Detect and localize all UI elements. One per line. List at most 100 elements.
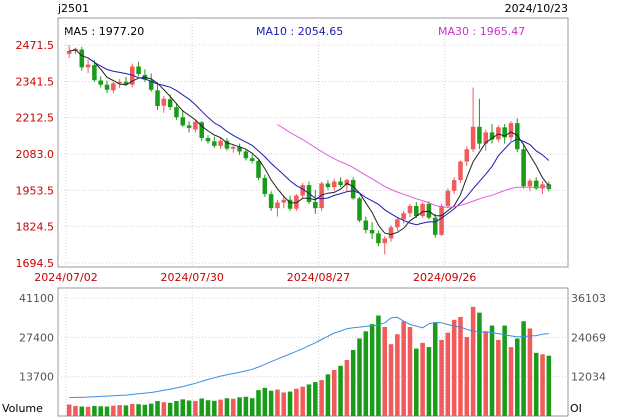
price-axis: 2471.5 2341.5 2212.5 2083.0 1953.5 1824.5 1694…	[16, 39, 55, 270]
candle-body	[407, 205, 413, 214]
volume-bar	[540, 354, 545, 416]
candle-body	[262, 177, 268, 195]
candle-body	[111, 83, 116, 91]
candle-body	[161, 98, 167, 106]
volume-bar	[445, 332, 451, 416]
volume-bar	[420, 342, 425, 416]
candle-body	[451, 180, 457, 191]
candle-body	[458, 161, 463, 181]
volume-bar	[426, 347, 432, 416]
volume-bar	[142, 404, 148, 416]
date-axis: 2024/07/02 2024/07/30 2024/08/27 2024/09/26	[34, 271, 476, 284]
candle-body	[477, 126, 482, 144]
volume-grid	[58, 288, 568, 416]
volume-bar	[237, 397, 242, 416]
candle-body	[401, 213, 406, 220]
volume-bar	[249, 398, 255, 416]
candle-body	[515, 123, 520, 150]
volume-bar	[527, 328, 533, 416]
volume-bar	[350, 349, 356, 416]
candle-body	[174, 107, 179, 118]
candle-body	[502, 127, 507, 138]
candle-body	[546, 184, 552, 190]
volume-bar	[85, 406, 91, 416]
price-tick-label: 1694.5	[16, 257, 55, 270]
volume-bar	[148, 403, 154, 416]
candle-body	[521, 149, 526, 187]
volume-bar	[388, 344, 394, 416]
volume-bar	[401, 321, 406, 416]
volume-bar	[357, 338, 362, 416]
volume-bar	[281, 392, 287, 416]
volume-bar	[313, 382, 318, 416]
volume-bar	[414, 348, 419, 416]
price-tick-label: 1824.5	[16, 221, 55, 234]
price-tick-label: 2471.5	[16, 39, 55, 52]
candle-body	[325, 183, 331, 188]
symbol-label: j2501	[57, 2, 89, 15]
volume-bar	[180, 399, 186, 416]
volume-bar	[66, 404, 72, 416]
volume-bar	[167, 402, 173, 416]
volume-bar	[300, 386, 305, 416]
ma30-line	[277, 124, 549, 208]
ma5-line	[69, 49, 550, 236]
volume-tick-label: 27400	[19, 331, 54, 344]
volume-bar	[224, 398, 230, 416]
candle-body	[338, 181, 343, 186]
candle-body	[439, 205, 444, 235]
candle-body	[117, 81, 122, 84]
volume-bar	[502, 325, 507, 416]
candle-body	[294, 195, 299, 209]
candle-body	[256, 161, 261, 178]
candle-body	[148, 80, 154, 90]
volume-bar	[161, 402, 167, 416]
date-tick-label: 2024/07/30	[161, 271, 224, 284]
open-interest-line	[69, 316, 549, 399]
ma10-line	[87, 57, 550, 226]
candle-body	[357, 198, 362, 221]
candle-body	[445, 190, 451, 206]
candle-body	[243, 151, 249, 159]
volume-bar	[458, 316, 463, 416]
candle-body	[205, 138, 211, 142]
volume-bar	[193, 401, 198, 416]
candle-body	[483, 132, 488, 144]
candle-body	[350, 180, 356, 199]
volume-bar	[275, 389, 280, 416]
candle-body	[79, 49, 85, 68]
candle-body	[363, 220, 369, 231]
volume-bar	[73, 405, 78, 416]
candle-body	[533, 180, 539, 189]
candle-body	[388, 227, 394, 239]
volume-bar	[464, 337, 470, 416]
candle-body	[313, 201, 318, 209]
candle-body	[281, 199, 287, 203]
volume-bar	[470, 306, 476, 416]
volume-bar	[382, 326, 388, 416]
volume-bar	[117, 405, 122, 416]
candle-body	[98, 80, 103, 85]
volume-bar	[218, 399, 223, 416]
volume-bar	[199, 398, 204, 416]
candle-body	[249, 158, 255, 162]
volume-bar	[111, 405, 116, 416]
volume-bar	[205, 400, 211, 416]
date-tick-label: 2024/07/02	[34, 271, 97, 284]
volume-bar	[155, 401, 160, 416]
volume-bar	[483, 331, 488, 416]
volume-bar	[130, 403, 135, 416]
candle-body	[382, 238, 388, 244]
volume-tick-label: 13700	[19, 371, 54, 384]
volume-bar	[338, 365, 343, 416]
candle-body	[540, 184, 545, 189]
volume-bar	[344, 360, 350, 416]
candle-body	[420, 203, 425, 217]
price-panel-frame	[57, 17, 569, 268]
candle-body	[230, 146, 236, 149]
volume-bar	[432, 322, 438, 416]
volume-bar	[212, 400, 217, 416]
candle-body	[155, 90, 160, 107]
volume-bar	[533, 352, 539, 416]
volume-bar	[230, 398, 236, 416]
